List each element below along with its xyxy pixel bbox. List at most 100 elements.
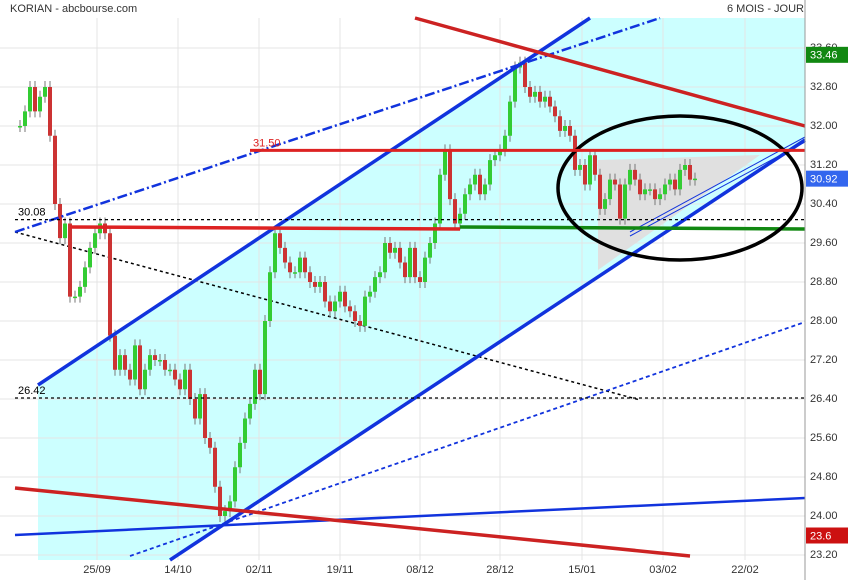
candle [33,87,37,112]
candle [373,277,377,292]
x-tick-label: 19/11 [327,564,354,576]
candle [658,194,662,200]
candle [448,150,452,200]
candle [528,87,532,97]
candle [58,204,62,239]
candle [388,243,392,253]
candle [38,96,42,112]
price-tag [806,170,848,187]
candle [88,247,92,268]
candle [648,189,652,191]
y-tick-label: 31.20 [810,159,838,171]
candle [233,467,237,502]
candle [408,247,412,278]
trend-line [14,16,661,234]
candle [563,126,567,131]
candle [23,111,27,126]
candle [288,262,292,273]
candle [453,199,457,224]
candle [358,321,362,326]
candle [298,257,302,273]
candle [523,62,527,87]
y-tick-label: 25.60 [810,432,838,444]
candle [638,179,642,195]
trend-line [414,16,806,128]
candle [273,233,277,273]
candle [28,87,32,112]
candle [213,447,217,487]
candle [183,369,187,390]
x-tick-label: 03/02 [649,564,677,576]
candle [653,189,657,200]
candle [53,135,57,204]
candle [198,394,202,419]
x-tick-label: 14/10 [164,564,192,576]
candle [403,262,407,278]
chart-subtitle: 6 MOIS - JOUR [727,3,804,15]
candle [513,67,517,102]
candle [473,174,477,185]
candle [618,184,622,219]
candle [113,335,117,370]
candle [193,399,197,419]
candle [543,96,547,102]
candle [143,369,147,390]
trend-line [69,225,461,231]
trend-line [459,225,806,231]
x-tick-label: 22/02 [731,564,759,576]
candle [338,291,342,302]
candle [438,174,442,224]
trend-line [14,496,806,537]
candle [578,165,582,170]
candle [313,282,317,287]
price-tag [806,527,848,544]
candle [593,155,597,175]
candle [493,155,497,161]
candle [628,169,632,185]
trend-line [629,136,806,233]
y-tick-label: 23.20 [810,549,838,561]
level-label: 26.42 [18,385,46,397]
candle [163,360,167,370]
candle [293,272,297,274]
candle [153,355,157,360]
candle [238,442,242,468]
x-tick-label: 02/11 [246,564,273,576]
candle [343,291,347,307]
candle [328,301,332,312]
candle [533,91,537,97]
candle [398,247,402,263]
price-tag-label: 30.92 [810,174,838,186]
candle [458,213,462,224]
candle [383,243,387,273]
candle [603,199,607,209]
candle [203,394,207,438]
candle [43,87,47,97]
candle [483,184,487,195]
candle [498,150,502,156]
candle [228,501,232,512]
y-tick-label: 30.40 [810,198,838,210]
candle [348,306,352,312]
candle [583,165,587,185]
level-label: 30.08 [18,207,46,219]
candle [643,189,647,195]
candle [463,194,467,214]
candle [168,369,172,372]
candle [48,87,52,136]
candle [318,282,322,287]
y-tick-label: 28.80 [810,276,838,288]
y-tick-label: 32.00 [810,120,838,132]
candle [123,355,127,370]
candle [148,355,152,370]
candle [613,179,617,185]
candle [433,223,437,243]
candle [83,267,87,287]
highlight-ellipse [556,114,804,262]
trend-line [14,486,691,558]
level-label: 31.50 [253,137,281,149]
candle [608,179,612,200]
y-tick-label: 26.40 [810,393,838,405]
